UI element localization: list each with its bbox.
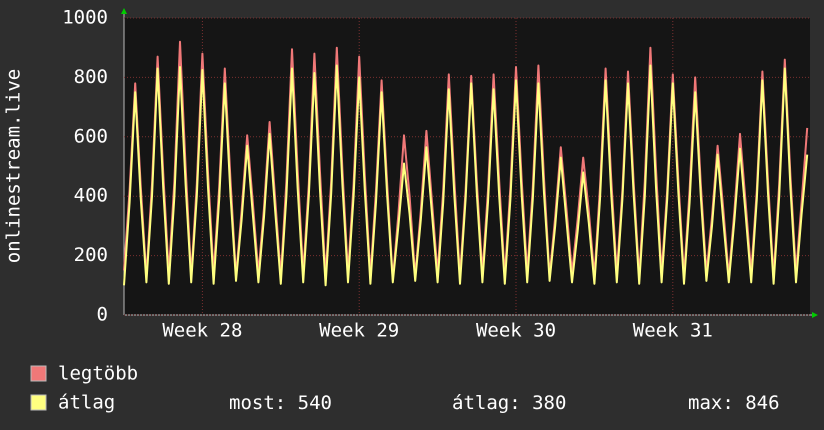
x-tick-label: Week 30	[476, 320, 556, 342]
legend-label: átlag	[58, 392, 115, 414]
series-line	[123, 64, 809, 287]
stat-label: max:	[688, 392, 734, 414]
y-axis-label: onlinestream.live	[3, 69, 25, 263]
y-tick-label: 200	[74, 244, 108, 266]
stat-value: 540	[298, 392, 332, 414]
y-tick-label: 600	[74, 125, 108, 147]
y-tick-label: 1000	[62, 7, 108, 29]
legend-label: legtöbb	[58, 363, 138, 385]
stat-value: 846	[745, 392, 779, 414]
stat-label: most:	[229, 392, 286, 414]
legend-swatch	[30, 394, 47, 411]
axis-arrow	[812, 312, 818, 318]
x-tick-label: Week 28	[162, 320, 242, 342]
x-tick-label: Week 31	[633, 320, 713, 342]
stat: max: 846	[688, 392, 780, 414]
y-tick-label: 800	[74, 66, 108, 88]
x-tick-label: Week 29	[319, 320, 399, 342]
legend-swatch	[30, 365, 47, 382]
y-tick-label: 400	[74, 185, 108, 207]
plot	[123, 17, 810, 316]
stat: most: 540	[229, 392, 332, 414]
axis-arrow	[121, 8, 127, 14]
stat-value: 380	[532, 392, 566, 414]
stat-label: átlag:	[452, 392, 521, 414]
y-tick-label: 0	[97, 304, 108, 326]
stat: átlag: 380	[452, 392, 566, 414]
